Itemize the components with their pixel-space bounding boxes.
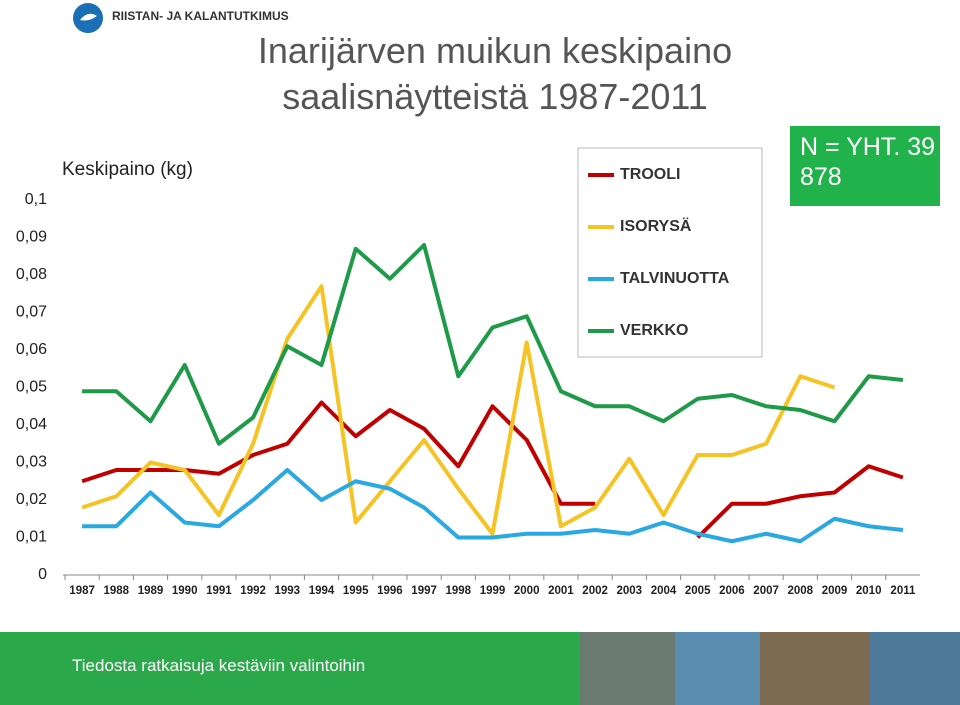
y-tick-label: 0,08 [16, 266, 47, 283]
y-axis-label: Keskipaino (kg) [62, 159, 193, 180]
x-tick-label: 1995 [343, 585, 369, 597]
legend-box [577, 147, 763, 358]
x-tick-label: 2008 [788, 585, 814, 597]
x-tick-label: 1991 [206, 585, 232, 597]
photo [760, 632, 870, 705]
x-tick-label: 1992 [240, 585, 266, 597]
x-tick-label: 2009 [822, 585, 848, 597]
x-tick-label: 1990 [172, 585, 198, 597]
x-tick-label: 1987 [69, 585, 95, 597]
photo [870, 632, 960, 705]
x-tick-label: 1997 [411, 585, 437, 597]
logo-fish [80, 13, 97, 21]
y-tick-label: 0,04 [16, 416, 47, 433]
y-tick-label: 0 [38, 566, 47, 583]
x-tick-label: 2000 [514, 585, 540, 597]
x-tick-label: 2007 [753, 585, 779, 597]
y-tick-label: 0,09 [16, 229, 47, 246]
y-tick-label: 0,01 [16, 529, 47, 546]
y-tick-label: 0,03 [16, 454, 47, 471]
legend-label: ISORYSÄ [620, 217, 692, 235]
x-tick-label: 2001 [548, 585, 574, 597]
x-tick-label: 1994 [309, 585, 335, 597]
y-tick-label: 0,02 [16, 491, 47, 508]
line-series [82, 468, 904, 544]
y-tick-label: 0,1 [25, 191, 47, 208]
x-tick-label: 1998 [446, 585, 472, 597]
x-tick-label: 1999 [480, 585, 506, 597]
x-tick-label: 2004 [651, 585, 677, 597]
footer-text: Tiedosta ratkaisuja kestäviin valintoihi… [72, 656, 366, 675]
x-tick-label: 1988 [104, 585, 130, 597]
legend-label: TALVINUOTTA [620, 270, 730, 287]
x-tick-label: 2003 [617, 585, 643, 597]
x-tick-label: 2002 [582, 585, 608, 597]
legend-label: TROOLI [620, 166, 680, 183]
logo-text: RIISTAN- JA KALANTUTKIMUS [112, 9, 289, 23]
x-tick-label: 1996 [377, 585, 403, 597]
y-tick-label: 0,07 [16, 304, 47, 321]
y-tick-label: 0,06 [16, 341, 47, 358]
x-tick-label: 2006 [719, 585, 745, 597]
annotation: N = YHT. 39 878 [790, 126, 940, 206]
chart-title: Inarijärven muikun keskipaino saalisnäyt… [257, 30, 733, 117]
x-tick-label: 2005 [685, 585, 711, 597]
photo [675, 632, 760, 705]
x-tick-label: 1989 [138, 585, 164, 597]
photo [580, 632, 675, 705]
line-series [82, 243, 904, 446]
x-tick-label: 2011 [890, 585, 916, 597]
x-tick-label: 2010 [856, 585, 882, 597]
x-tick-label: 1993 [275, 585, 301, 597]
footer: Tiedosta ratkaisuja kestäviin valintoihi… [0, 632, 580, 705]
line-series [81, 284, 836, 536]
y-tick-label: 0,05 [16, 379, 47, 396]
line-series [81, 400, 904, 539]
legend-label: VERKKO [620, 322, 688, 339]
